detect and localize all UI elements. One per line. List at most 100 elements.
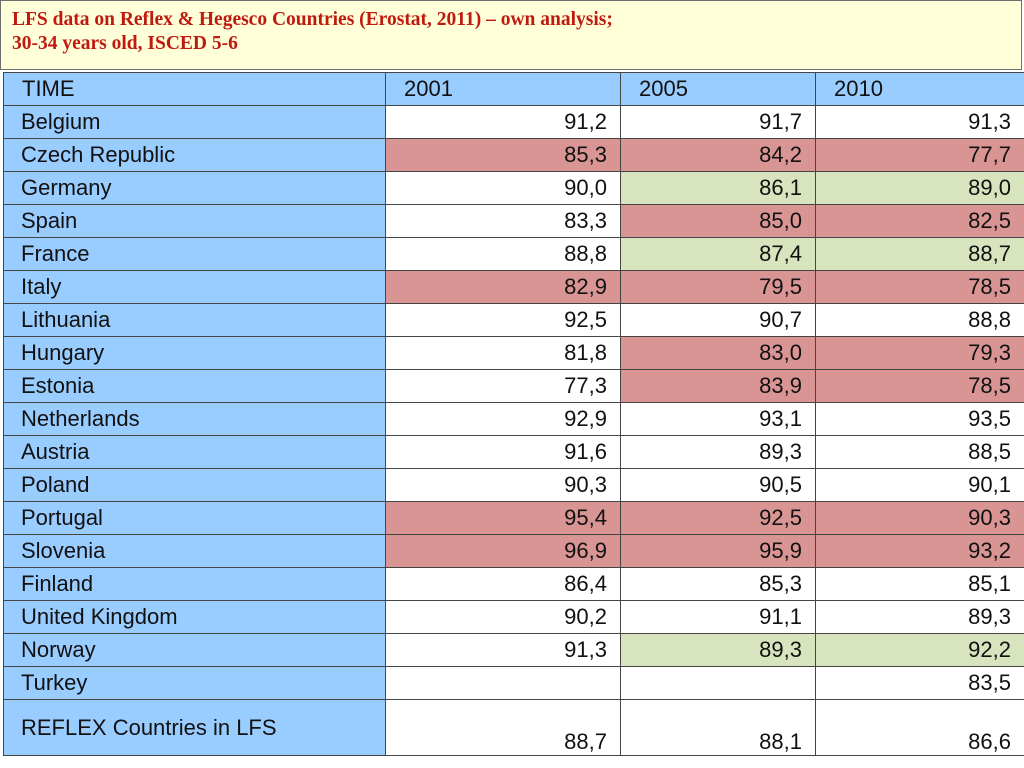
table-row: Portugal 95,4 92,5 90,3 [3,501,1024,535]
header-cell-time: TIME [3,72,386,106]
value-cell-2010: 88,5 [815,435,1024,469]
value-cell-2005: 92,5 [620,501,816,535]
value-cell-2010: 77,7 [815,138,1024,172]
value-cell-2001 [385,666,621,700]
value-cell-2001: 96,9 [385,534,621,568]
country-cell: Poland [3,468,386,502]
table-header-row: TIME 2001 2005 2010 [3,72,1024,106]
table-row: Turkey 83,5 [3,666,1024,700]
value-cell-2005: 90,5 [620,468,816,502]
value-cell-2001: 92,9 [385,402,621,436]
value-cell-2010: 79,3 [815,336,1024,370]
table-row: Czech Republic 85,3 84,2 77,7 [3,138,1024,172]
table-row-summary: REFLEX Countries in LFS 88,7 88,1 86,6 [3,699,1024,756]
value-cell-2010: 93,5 [815,402,1024,436]
value-cell-2010: 78,5 [815,270,1024,304]
country-cell: Czech Republic [3,138,386,172]
country-cell: Turkey [3,666,386,700]
value-cell-2010: 83,5 [815,666,1024,700]
table-row: Estonia 77,3 83,9 78,5 [3,369,1024,403]
value-cell-2005: 87,4 [620,237,816,271]
value-cell-2005: 79,5 [620,270,816,304]
value-cell-2005: 91,7 [620,105,816,139]
value-cell-2005 [620,666,816,700]
value-cell-2005: 86,1 [620,171,816,205]
value-cell-2001: 77,3 [385,369,621,403]
data-table: TIME 2001 2005 2010 Belgium 91,2 91,7 91… [3,72,1024,756]
table-row: Lithuania 92,5 90,7 88,8 [3,303,1024,337]
country-cell: Italy [3,270,386,304]
slide-title-line-2: 30-34 years old, ISCED 5-6 [12,33,238,54]
country-cell: Estonia [3,369,386,403]
country-cell: Spain [3,204,386,238]
country-cell: United Kingdom [3,600,386,634]
country-cell: France [3,237,386,271]
slide-title-box: LFS data on Reflex & Hegesco Countries (… [0,0,1022,70]
country-cell: Portugal [3,501,386,535]
table-row: Germany 90,0 86,1 89,0 [3,171,1024,205]
value-cell-2010: 85,1 [815,567,1024,601]
header-cell-2005: 2005 [620,72,816,106]
table-row: Norway 91,3 89,3 92,2 [3,633,1024,667]
value-cell-2001: 82,9 [385,270,621,304]
value-cell-2001: 91,3 [385,633,621,667]
value-cell-2001: 90,3 [385,468,621,502]
table-row: Hungary 81,8 83,0 79,3 [3,336,1024,370]
table-row: Austria 91,6 89,3 88,5 [3,435,1024,469]
value-cell-2001: 83,3 [385,204,621,238]
value-cell-2005: 91,1 [620,600,816,634]
table-row: Poland 90,3 90,5 90,1 [3,468,1024,502]
value-cell-2005: 88,1 [620,699,816,756]
value-cell-2001: 85,3 [385,138,621,172]
value-cell-2001: 92,5 [385,303,621,337]
value-cell-2010: 91,3 [815,105,1024,139]
value-cell-2010: 86,6 [815,699,1024,756]
summary-label-cell: REFLEX Countries in LFS [3,699,386,756]
country-cell: Belgium [3,105,386,139]
value-cell-2005: 90,7 [620,303,816,337]
table-row: Finland 86,4 85,3 85,1 [3,567,1024,601]
value-cell-2005: 83,0 [620,336,816,370]
value-cell-2010: 89,3 [815,600,1024,634]
table-row: Belgium 91,2 91,7 91,3 [3,105,1024,139]
value-cell-2001: 91,6 [385,435,621,469]
header-cell-2010: 2010 [815,72,1024,106]
value-cell-2010: 93,2 [815,534,1024,568]
table-row: France 88,8 87,4 88,7 [3,237,1024,271]
value-cell-2001: 90,2 [385,600,621,634]
value-cell-2005: 89,3 [620,435,816,469]
country-cell: Norway [3,633,386,667]
value-cell-2005: 84,2 [620,138,816,172]
value-cell-2001: 88,8 [385,237,621,271]
data-table-container: TIME 2001 2005 2010 Belgium 91,2 91,7 91… [0,70,1024,768]
country-cell: Finland [3,567,386,601]
header-cell-2001: 2001 [385,72,621,106]
value-cell-2001: 86,4 [385,567,621,601]
value-cell-2001: 81,8 [385,336,621,370]
value-cell-2001: 95,4 [385,501,621,535]
country-cell: Germany [3,171,386,205]
table-row: Slovenia 96,9 95,9 93,2 [3,534,1024,568]
value-cell-2010: 88,8 [815,303,1024,337]
value-cell-2001: 91,2 [385,105,621,139]
country-cell: Slovenia [3,534,386,568]
table-row: United Kingdom 90,2 91,1 89,3 [3,600,1024,634]
value-cell-2005: 95,9 [620,534,816,568]
value-cell-2010: 90,1 [815,468,1024,502]
country-cell: Austria [3,435,386,469]
table-row: Spain 83,3 85,0 82,5 [3,204,1024,238]
country-cell: Hungary [3,336,386,370]
table-row: Netherlands 92,9 93,1 93,5 [3,402,1024,436]
value-cell-2010: 89,0 [815,171,1024,205]
slide-title-line-1: LFS data on Reflex & Hegesco Countries (… [12,9,613,30]
value-cell-2005: 85,3 [620,567,816,601]
country-cell: Lithuania [3,303,386,337]
value-cell-2010: 92,2 [815,633,1024,667]
value-cell-2010: 78,5 [815,369,1024,403]
value-cell-2005: 93,1 [620,402,816,436]
value-cell-2005: 85,0 [620,204,816,238]
value-cell-2001: 90,0 [385,171,621,205]
value-cell-2010: 82,5 [815,204,1024,238]
value-cell-2010: 90,3 [815,501,1024,535]
value-cell-2001: 88,7 [385,699,621,756]
